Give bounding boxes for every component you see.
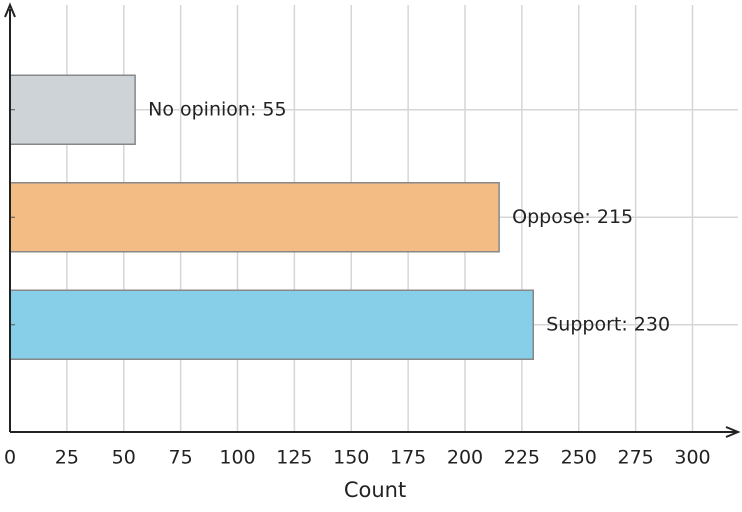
y-axis-arrow — [4, 2, 16, 18]
x-axis-arrow — [725, 426, 741, 438]
x-axis-label: Count — [344, 478, 406, 502]
data-label: Oppose: 215 — [512, 206, 633, 228]
x-tick-label: 50 — [112, 447, 136, 469]
x-tick-label: 0 — [4, 447, 16, 469]
x-tick-label: 150 — [333, 447, 369, 469]
x-tick-label: 175 — [390, 447, 426, 469]
data-label: No opinion: 55 — [148, 98, 286, 120]
x-tick-label: 300 — [674, 447, 710, 469]
x-tick-label: 25 — [55, 447, 79, 469]
data-label: Support: 230 — [546, 313, 670, 335]
x-tick-label: 200 — [447, 447, 483, 469]
x-tick-label: 275 — [617, 447, 653, 469]
x-tick-label: 100 — [219, 447, 255, 469]
bar — [9, 74, 136, 145]
x-tick-label: 75 — [169, 447, 193, 469]
x-tick-label: 225 — [504, 447, 540, 469]
bar — [9, 182, 500, 253]
x-tick-label: 125 — [276, 447, 312, 469]
x-tick-label: 250 — [561, 447, 597, 469]
bar — [9, 289, 534, 360]
